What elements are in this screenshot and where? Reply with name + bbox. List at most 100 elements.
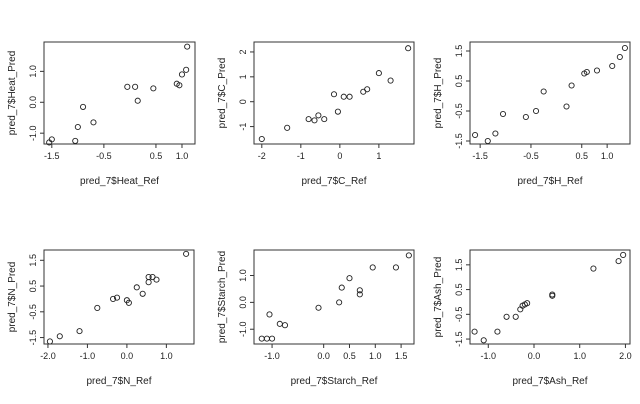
plot-frame [253, 41, 415, 145]
y-tick-label: -1 [238, 123, 248, 131]
data-point [46, 338, 53, 345]
x-tick-label: 0.5 [575, 151, 588, 161]
scatter-panel: -1.0 0.0 0.5 1.0 1.5 -1.0 0.0 1.0 pred_7$Starch_… [217, 249, 415, 387]
data-point [549, 291, 556, 298]
data-point [336, 299, 343, 306]
x-tick-label: 0 [337, 151, 342, 161]
data-point [590, 265, 597, 272]
scatter-panel: -2 -1 0 1 -1 0 1 2 pred_7$C_Ref pred_7$C_Pred [217, 41, 415, 187]
data-point [563, 103, 570, 110]
y-tick-label: -0.5 [454, 103, 464, 119]
data-point [369, 264, 376, 271]
y-axis-label: pred_7$N_Pred [7, 262, 18, 333]
x-tick-label: 2.0 [619, 351, 632, 361]
data-point [540, 88, 547, 95]
data-point [387, 77, 394, 84]
data-point [321, 116, 328, 123]
scatter-panel: -1.0 0.0 1.0 2.0 -1.5 -0.5 0.5 1.5 pred_7$Ash_Re… [433, 249, 632, 387]
y-tick-label: -1.5 [28, 330, 38, 346]
data-point [48, 136, 55, 143]
data-point [340, 93, 347, 100]
data-point [480, 337, 487, 344]
data-point [74, 123, 81, 131]
x-tick-label: -1.5 [44, 151, 60, 161]
data-point [90, 119, 97, 126]
plot-frame [43, 249, 195, 345]
data-point [524, 300, 531, 307]
data-point [113, 294, 121, 301]
x-tick-label: 0.0 [317, 351, 330, 361]
x-tick-label: 1.0 [176, 151, 189, 161]
data-point [184, 43, 191, 50]
data-point [615, 258, 622, 265]
x-axis-label: pred_7$Ash_Ref [512, 376, 587, 387]
data-point [405, 45, 412, 52]
data-point [311, 117, 318, 124]
x-axis-label: pred_7$H_Ref [517, 176, 582, 187]
data-point [80, 103, 87, 110]
plot-frame [43, 41, 196, 145]
data-point [583, 68, 590, 76]
data-point [330, 91, 338, 98]
x-tick-label: 0.0 [121, 351, 134, 361]
data-point [609, 62, 616, 70]
data-point [178, 71, 186, 78]
data-point [375, 70, 382, 77]
data-point [110, 295, 117, 302]
y-tick-label: 2 [238, 49, 248, 54]
data-point [568, 82, 575, 89]
data-point [134, 97, 141, 104]
x-tick-label: 1.0 [369, 351, 382, 361]
data-point [392, 264, 399, 271]
data-point [124, 83, 131, 90]
data-point [183, 66, 190, 73]
data-point [76, 328, 83, 335]
data-point [364, 86, 371, 93]
x-tick-label: -2.0 [40, 351, 56, 361]
y-tick-label: 0.5 [28, 280, 38, 293]
data-point [512, 313, 519, 320]
data-point [492, 130, 499, 137]
data-point [503, 313, 510, 320]
data-point [484, 137, 491, 145]
y-tick-label: -1.0 [28, 125, 38, 141]
y-tick-label: 1.5 [454, 259, 464, 272]
data-point [263, 335, 270, 342]
x-tick-label: 0.5 [343, 351, 356, 361]
y-tick-label: -0.5 [454, 307, 464, 323]
x-tick-label: 1.0 [160, 351, 173, 361]
data-point [616, 53, 623, 61]
scatter-panel: -1.5 -0.5 0.5 1.0 -1.0 0.0 1.0 pred_7$Heat_Ref p… [7, 41, 196, 187]
y-tick-label: -1.5 [454, 133, 464, 149]
x-tick-label: -1.0 [481, 351, 497, 361]
y-tick-label: 0.5 [454, 283, 464, 296]
data-point [334, 108, 341, 115]
plot-frame [469, 41, 631, 145]
y-axis-label: pred_7$C_Pred [217, 58, 228, 129]
y-tick-label: 1.0 [238, 269, 248, 282]
data-point [145, 273, 152, 281]
data-point [522, 113, 529, 121]
data-point [269, 335, 276, 342]
data-point [266, 311, 273, 318]
data-point [405, 252, 412, 259]
data-point [281, 322, 289, 329]
data-point [276, 320, 283, 327]
x-tick-label: 1 [376, 151, 381, 161]
x-tick-label: -1.0 [264, 351, 280, 361]
x-axis-label: pred_7$Starch_Ref [291, 376, 378, 387]
data-point [305, 116, 312, 123]
x-tick-label: -2 [258, 151, 266, 161]
x-axis-label: pred_7$C_Ref [301, 176, 366, 187]
data-point [56, 333, 63, 340]
data-point [338, 284, 345, 291]
data-point [139, 290, 146, 297]
x-axis-label: pred_7$N_Ref [86, 376, 151, 387]
y-axis-label: pred_7$Heat_Pred [7, 51, 18, 136]
y-tick-label: -0.5 [28, 304, 38, 320]
y-tick-label: 1 [238, 74, 248, 79]
data-point [472, 131, 479, 139]
y-axis-label: pred_7$Ash_Pred [433, 257, 444, 338]
data-point [346, 275, 353, 282]
